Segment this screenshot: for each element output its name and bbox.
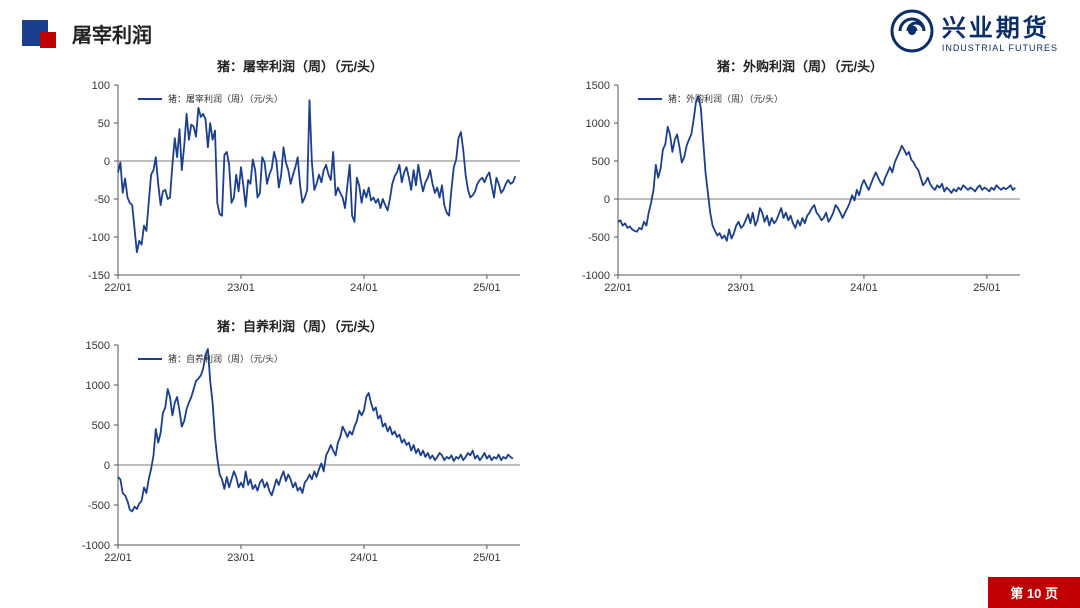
svg-text:23/01: 23/01 [727, 282, 755, 294]
svg-text:1000: 1000 [86, 380, 110, 392]
svg-text:1000: 1000 [586, 118, 610, 130]
svg-text:-500: -500 [588, 232, 610, 244]
svg-text:0: 0 [604, 194, 610, 206]
svg-text:-150: -150 [88, 270, 110, 282]
svg-text:1500: 1500 [586, 80, 610, 92]
logo-icon [890, 9, 934, 53]
chart-slaughter: 猪：屠宰利润（周）（元/头） -150 -100 -50 0 50 100 22/01 23/0… [70, 56, 530, 296]
page-number-badge: 第 10 页 [988, 577, 1080, 608]
svg-text:-50: -50 [94, 194, 110, 206]
svg-text:100: 100 [92, 80, 110, 92]
chart-svg: -1000 -500 0 500 1000 1500 22/01 23/01 24/01 25/0… [70, 337, 530, 567]
svg-text:24/01: 24/01 [350, 552, 378, 564]
svg-text:500: 500 [592, 156, 610, 168]
svg-text:-1000: -1000 [582, 270, 610, 282]
svg-text:23/01: 23/01 [227, 282, 255, 294]
svg-text:25/01: 25/01 [473, 552, 501, 564]
svg-text:22/01: 22/01 [104, 552, 132, 564]
brand-name-en: INDUSTRIAL FUTURES [942, 43, 1058, 53]
chart-purchase: 猪：外购利润（周）（元/头） -1000 -500 0 500 1000 1500 22/01… [570, 56, 1030, 296]
header-square-red [40, 32, 56, 48]
svg-text:猪：自养利润（周）（元/头）: 猪：自养利润（周）（元/头） [168, 353, 283, 364]
svg-text:-1000: -1000 [82, 540, 110, 552]
page-title: 屠宰利润 [72, 19, 152, 48]
svg-text:0: 0 [104, 156, 110, 168]
chart-title: 猪：外购利润（周）（元/头） [570, 56, 1030, 75]
svg-text:22/01: 22/01 [104, 282, 132, 294]
svg-text:猪：屠宰利润（周）（元/头）: 猪：屠宰利润（周）（元/头） [168, 93, 283, 104]
svg-text:-500: -500 [88, 500, 110, 512]
chart-self: 猪：自养利润（周）（元/头） -1000 -500 0 500 1000 1500 22/01… [70, 316, 530, 566]
chart-title: 猪：屠宰利润（周）（元/头） [70, 56, 530, 75]
svg-text:23/01: 23/01 [227, 552, 255, 564]
svg-text:25/01: 25/01 [473, 282, 501, 294]
svg-text:22/01: 22/01 [604, 282, 632, 294]
svg-text:-100: -100 [88, 232, 110, 244]
svg-text:50: 50 [98, 118, 110, 130]
brand-name-cn: 兴业期货 [942, 8, 1058, 43]
svg-text:24/01: 24/01 [350, 282, 378, 294]
svg-text:1500: 1500 [86, 340, 110, 352]
svg-text:24/01: 24/01 [850, 282, 878, 294]
svg-text:0: 0 [104, 460, 110, 472]
chart-area: 猪：屠宰利润（周）（元/头）-150-100-5005010022/0123/0… [70, 56, 1050, 576]
chart-svg: -1000 -500 0 500 1000 1500 22/01 23/01 24/01 25/0… [570, 77, 1030, 297]
chart-title: 猪：自养利润（周）（元/头） [70, 316, 530, 335]
svg-text:猪：外购利润（周）（元/头）: 猪：外购利润（周）（元/头） [668, 93, 783, 104]
header: 屠宰利润 [22, 18, 152, 48]
brand-logo: 兴业期货 INDUSTRIAL FUTURES [890, 8, 1058, 53]
chart-svg: -150 -100 -50 0 50 100 22/01 23/01 24/01 25/01 猪：屠… [70, 77, 530, 297]
svg-text:500: 500 [92, 420, 110, 432]
svg-text:25/01: 25/01 [973, 282, 1001, 294]
